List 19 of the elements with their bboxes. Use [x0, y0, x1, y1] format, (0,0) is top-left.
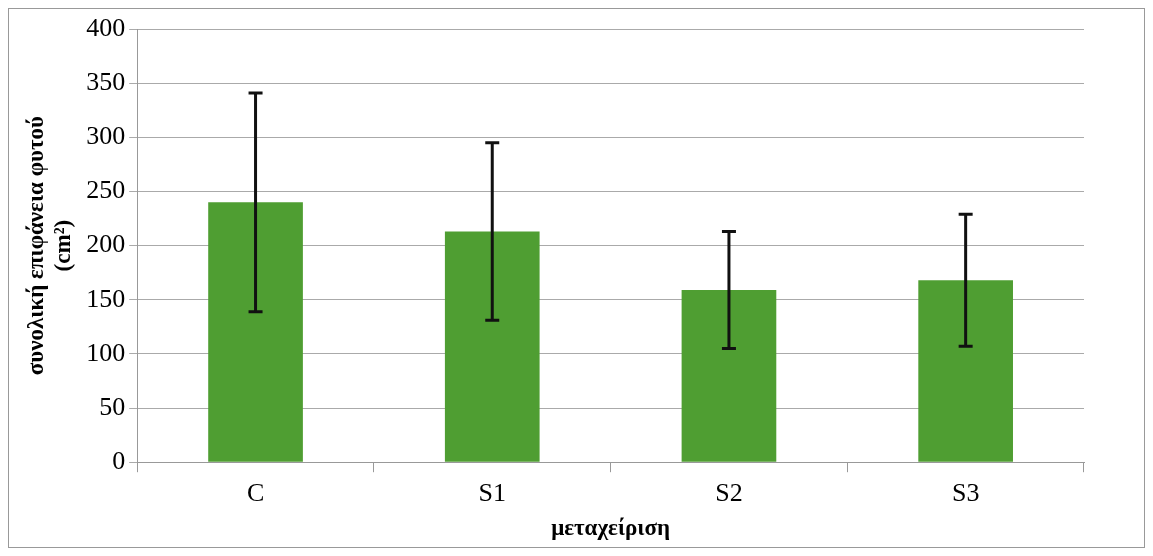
y-tick-label: 150 [86, 283, 126, 313]
y-tick-label: 100 [86, 337, 126, 367]
y-tick-label: 0 [112, 446, 126, 476]
x-tick-label: S1 [478, 477, 506, 507]
y-tick-label: 350 [86, 66, 126, 96]
bar [681, 290, 777, 462]
bar [918, 280, 1013, 462]
bar [208, 202, 303, 462]
x-tick-label: C [246, 477, 265, 507]
bar [444, 231, 540, 462]
y-tick-label: 200 [86, 229, 126, 259]
y-axis-title: συνολική επιφάνεια φυτού (cm²) [22, 115, 76, 376]
y-tick-label: 50 [99, 391, 126, 421]
y-tick-label: 400 [86, 12, 126, 42]
y-tick-label: 250 [86, 175, 126, 205]
x-axis-title: μεταχείριση [551, 515, 671, 541]
x-tick-label: S3 [951, 477, 980, 507]
x-tick-label: S2 [715, 477, 743, 507]
y-tick-label: 300 [86, 121, 126, 151]
